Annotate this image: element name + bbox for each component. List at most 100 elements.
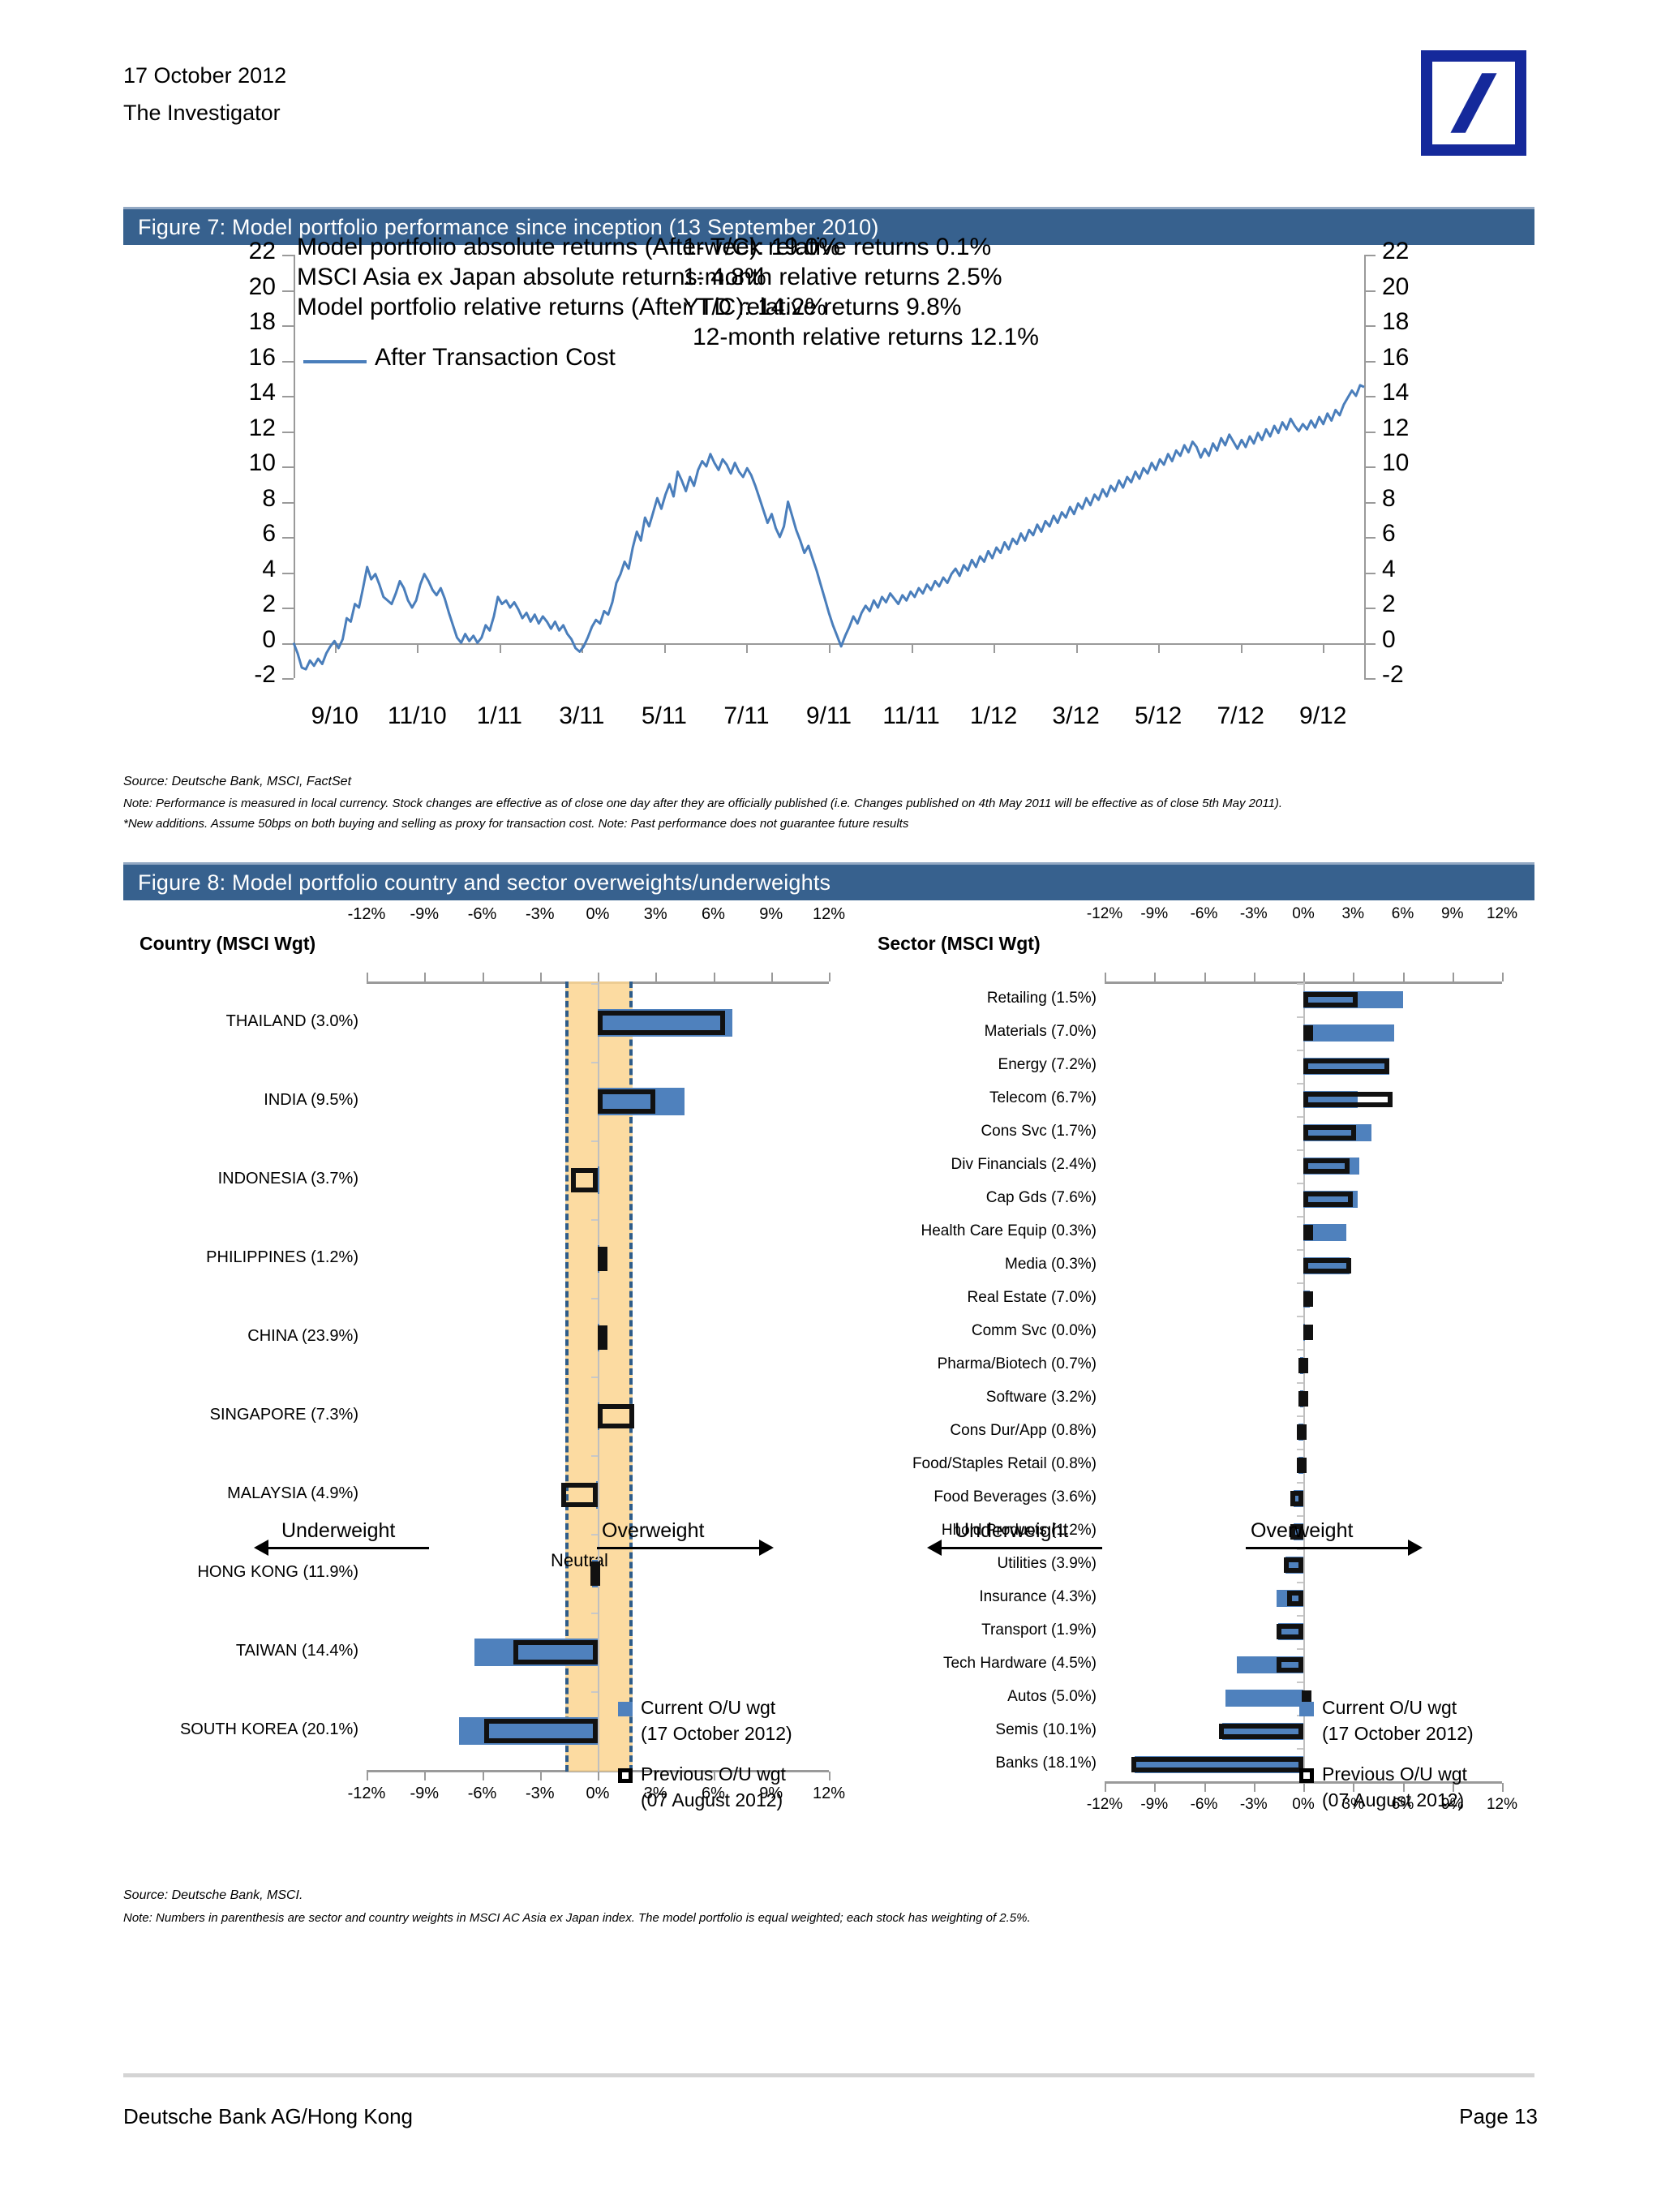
figure7-annotation-left: MSCI Asia ex Japan absolute returns: 4.8… xyxy=(297,264,766,290)
bar-previous xyxy=(590,1561,600,1586)
x-axis-tick: 9% xyxy=(1441,1796,1464,1813)
y-axis-tick-left: 8 xyxy=(262,484,276,512)
x-axis-tick: -3% xyxy=(1239,905,1268,922)
x-tick-mark xyxy=(829,1772,830,1780)
y-axis-tick-right: 12 xyxy=(1382,414,1410,441)
y-tick-mark-right xyxy=(1364,466,1376,468)
legend-current-label: Current O/U wgt xyxy=(1322,1697,1457,1718)
y-axis-tick-left: 12 xyxy=(248,414,276,441)
row-tick xyxy=(1297,1682,1303,1683)
row-tick xyxy=(1297,1249,1303,1251)
figure8-source: Source: Deutsche Bank, MSCI. xyxy=(123,1888,303,1902)
underweight-arrow xyxy=(267,1547,429,1549)
category-label: Cap Gds (7.6%) xyxy=(985,1188,1097,1206)
y-axis-tick-right: 0 xyxy=(1382,625,1396,653)
x-tick-mark xyxy=(424,973,427,981)
legend-current-swatch xyxy=(1299,1702,1314,1716)
x-tick-mark xyxy=(367,1772,368,1780)
y-axis-tick-left: 14 xyxy=(248,379,276,406)
x-axis-tick: 9/11 xyxy=(805,702,852,729)
category-label: INDONESIA (3.7%) xyxy=(217,1169,358,1188)
bar-previous xyxy=(1283,1557,1303,1573)
x-tick-mark xyxy=(1240,642,1243,653)
x-tick-mark xyxy=(746,642,749,653)
x-tick-mark xyxy=(829,973,830,981)
x-axis-tick: -6% xyxy=(1190,905,1218,922)
bar-previous xyxy=(1303,1092,1393,1107)
x-tick-mark xyxy=(1323,642,1325,653)
y-axis-tick-right: 8 xyxy=(1382,484,1396,512)
bar-previous xyxy=(1290,1491,1303,1506)
x-tick-mark xyxy=(1204,1783,1206,1792)
x-tick-mark xyxy=(829,642,830,653)
category-label: Cons Svc (1.7%) xyxy=(981,1122,1097,1140)
bar-current xyxy=(1303,1024,1395,1042)
x-axis-tick: 3% xyxy=(1341,1796,1364,1813)
underweight-arrow xyxy=(940,1547,1102,1549)
y-tick-mark-right xyxy=(1364,537,1376,539)
x-axis-tick: 9/10 xyxy=(311,702,358,729)
row-tick xyxy=(1297,1116,1303,1118)
figure7-title-bar: Figure 7: Model portfolio performance si… xyxy=(123,207,1534,245)
y-axis-tick-left: 10 xyxy=(248,449,276,476)
y-tick-mark-right xyxy=(1364,678,1376,680)
bar-previous xyxy=(1298,1391,1308,1407)
category-label: Real Estate (7.0%) xyxy=(967,1288,1097,1306)
y-tick-mark-left xyxy=(282,642,294,645)
category-label: Food Beverages (3.6%) xyxy=(934,1488,1097,1505)
row-tick xyxy=(1297,1316,1303,1317)
deutsche-bank-logo-icon xyxy=(1421,50,1526,156)
y-tick-mark-left xyxy=(282,290,294,292)
x-tick-mark xyxy=(770,1772,773,1780)
bar-previous xyxy=(560,1482,598,1507)
x-axis-tick: -6% xyxy=(467,905,497,923)
y-axis-tick-left: 22 xyxy=(248,238,276,264)
category-label: Food/Staples Retail (0.8%) xyxy=(912,1454,1097,1472)
report-date: 17 October 2012 xyxy=(123,63,287,88)
x-axis-tick: 1/12 xyxy=(969,702,1018,729)
y-tick-mark-right xyxy=(1364,431,1376,433)
y-axis-right xyxy=(1364,255,1366,678)
legend-current-date: (17 October 2012) xyxy=(641,1723,792,1744)
x-tick-mark xyxy=(1353,1783,1355,1792)
category-label: Hhold Products (1.2%) xyxy=(941,1521,1097,1539)
y-tick-mark-right xyxy=(1364,290,1376,292)
row-tick xyxy=(1297,1282,1303,1284)
x-tick-mark xyxy=(663,642,666,653)
bar-current xyxy=(1225,1689,1303,1707)
x-axis-tick: 11/10 xyxy=(387,702,447,729)
x-tick-mark xyxy=(1154,973,1157,981)
bar-previous xyxy=(1303,1125,1357,1140)
row-tick xyxy=(591,1298,598,1299)
panel-title: Country (MSCI Wgt) xyxy=(139,933,316,954)
figure7-note-2: *New additions. Assume 50bps on both buy… xyxy=(123,817,909,831)
x-axis-tick: 9/12 xyxy=(1299,702,1347,729)
category-label: Insurance (4.3%) xyxy=(979,1587,1097,1605)
x-tick-mark xyxy=(1452,973,1454,981)
x-axis-tick: 3% xyxy=(643,905,667,923)
y-axis-tick-right: 20 xyxy=(1382,273,1410,300)
x-tick-mark xyxy=(1253,1783,1255,1792)
overweight-label: Overweight xyxy=(1251,1519,1354,1542)
category-label: Tech Hardware (4.5%) xyxy=(942,1654,1097,1672)
category-label: INDIA (9.5%) xyxy=(264,1090,358,1109)
x-tick-mark xyxy=(713,973,715,981)
x-axis-tick: 3/11 xyxy=(559,702,605,729)
legend-previous-date: (07 August 2012) xyxy=(641,1789,783,1810)
category-label: Energy (7.2%) xyxy=(998,1055,1097,1073)
figure8-bar-charts: Country (MSCI Wgt) -12% -9% -6% -3% 0% 3% 6% 9% 1… xyxy=(123,870,1534,1843)
bar-previous xyxy=(598,1403,635,1428)
y-tick-mark-left xyxy=(282,537,294,539)
x-tick-mark xyxy=(1204,973,1206,981)
row-tick xyxy=(591,1140,598,1142)
y-axis-tick-left: 20 xyxy=(248,273,276,300)
x-tick-mark xyxy=(911,642,913,653)
x-axis-tick: 7/12 xyxy=(1217,702,1264,729)
y-axis-tick-right: 22 xyxy=(1382,238,1410,264)
row-tick xyxy=(1297,1415,1303,1417)
legend-current-date: (17 October 2012) xyxy=(1322,1723,1474,1744)
panel-title: Sector (MSCI Wgt) xyxy=(878,933,1041,954)
y-axis-tick-right: 4 xyxy=(1382,555,1396,582)
x-axis-tick: -3% xyxy=(1239,1796,1268,1813)
figure7-legend-label: After Transaction Cost xyxy=(375,344,616,371)
